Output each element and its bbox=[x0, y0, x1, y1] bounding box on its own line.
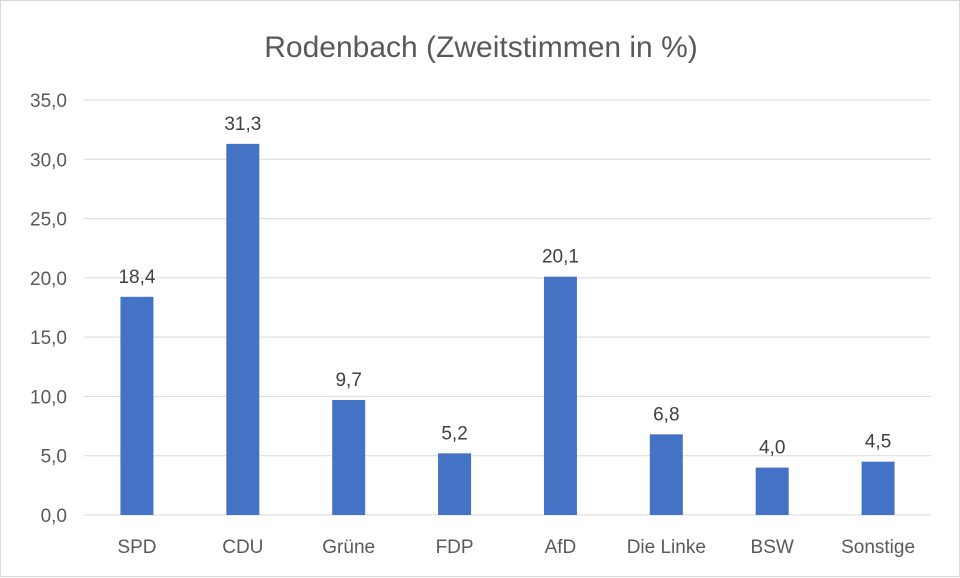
bar-bsw bbox=[755, 467, 789, 515]
data-label: 31,3 bbox=[224, 114, 261, 135]
x-axis-categories: SPD CDU Grüne FDP AfD Die Linke BSW Sonstige bbox=[117, 537, 915, 558]
data-label: 4,5 bbox=[865, 432, 891, 453]
data-label: 4,0 bbox=[759, 438, 785, 459]
category-label: AfD bbox=[545, 537, 577, 558]
category-label: Grüne bbox=[322, 537, 375, 558]
bar-afd bbox=[543, 276, 577, 515]
y-tick-label: 35,0 bbox=[30, 91, 67, 112]
bar-sonstige bbox=[861, 461, 895, 515]
category-label: BSW bbox=[751, 537, 794, 558]
bar-spd bbox=[120, 296, 154, 515]
y-tick-label: 0,0 bbox=[41, 506, 67, 527]
y-axis-ticks: 0,0 5,0 10,0 15,0 20,0 25,0 30,0 35,0 bbox=[30, 91, 67, 527]
y-tick-label: 25,0 bbox=[30, 210, 67, 231]
data-label: 5,2 bbox=[441, 423, 467, 444]
bars bbox=[120, 143, 895, 515]
data-label: 20,1 bbox=[542, 247, 579, 268]
data-label: 6,8 bbox=[653, 404, 679, 425]
y-tick-label: 30,0 bbox=[30, 150, 67, 171]
y-tick-label: 20,0 bbox=[30, 269, 67, 290]
bar-cdu bbox=[226, 143, 260, 515]
data-labels: 18,4 31,3 9,7 5,2 20,1 6,8 4,0 4,5 bbox=[118, 114, 891, 459]
data-label: 18,4 bbox=[118, 267, 155, 288]
data-label: 9,7 bbox=[335, 370, 361, 391]
gridlines bbox=[84, 99, 931, 516]
category-label: Sonstige bbox=[841, 537, 915, 558]
category-label: SPD bbox=[117, 537, 156, 558]
chart-title: Rodenbach (Zweitstimmen in %) bbox=[264, 31, 698, 64]
y-tick-label: 5,0 bbox=[41, 447, 67, 468]
category-label: CDU bbox=[222, 537, 263, 558]
bar-grüne bbox=[332, 399, 366, 515]
y-tick-label: 10,0 bbox=[30, 387, 67, 408]
y-tick-label: 15,0 bbox=[30, 328, 67, 349]
bar-fdp bbox=[438, 453, 472, 515]
category-label: Die Linke bbox=[627, 537, 706, 558]
category-label: FDP bbox=[436, 537, 474, 558]
bar-die-linke bbox=[649, 434, 683, 515]
